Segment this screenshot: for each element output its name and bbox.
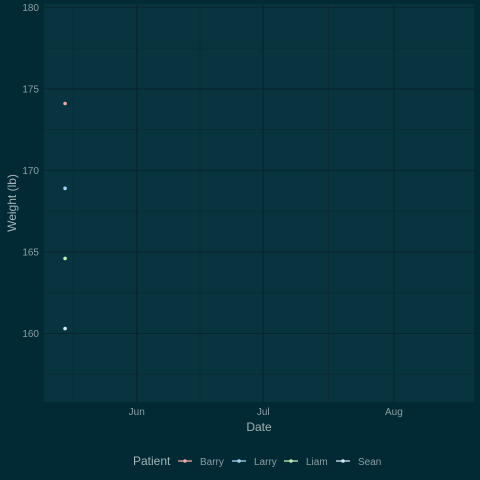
y-tick-label: 165 bbox=[22, 247, 39, 258]
legend: Patient Barry Larry Liam Sean bbox=[133, 454, 381, 468]
legend-label-barry: Barry bbox=[200, 457, 224, 468]
legend-label-sean: Sean bbox=[358, 457, 381, 468]
legend-key-sean bbox=[336, 459, 350, 463]
data-point-larry bbox=[63, 186, 67, 191]
legend-title: Patient bbox=[133, 454, 171, 468]
x-tick-label: Jul bbox=[257, 407, 270, 418]
y-tick-label: 170 bbox=[22, 166, 39, 177]
y-tick-label: 180 bbox=[22, 3, 39, 14]
legend-label-larry: Larry bbox=[254, 457, 277, 468]
x-tick-labels: Jun Jul Aug bbox=[129, 407, 403, 418]
legend-key-barry bbox=[178, 459, 192, 463]
legend-label-liam: Liam bbox=[306, 457, 328, 468]
plot-panel bbox=[44, 4, 474, 402]
x-axis-title: Date bbox=[246, 420, 272, 434]
legend-key-liam bbox=[284, 459, 298, 463]
x-tick-label: Aug bbox=[385, 407, 403, 418]
x-tick-label: Jun bbox=[129, 407, 145, 418]
y-axis-title: Weight (lb) bbox=[5, 174, 19, 232]
data-point-liam bbox=[63, 256, 67, 261]
data-points bbox=[63, 101, 67, 331]
legend-key-larry bbox=[232, 459, 246, 463]
y-tick-labels: 160 165 170 175 180 bbox=[22, 3, 39, 340]
grid-minor bbox=[44, 4, 474, 402]
data-point-sean bbox=[63, 326, 67, 331]
grid-major bbox=[44, 4, 474, 402]
y-tick-label: 160 bbox=[22, 329, 39, 340]
data-point-barry bbox=[63, 101, 67, 106]
y-tick-label: 175 bbox=[22, 84, 39, 95]
